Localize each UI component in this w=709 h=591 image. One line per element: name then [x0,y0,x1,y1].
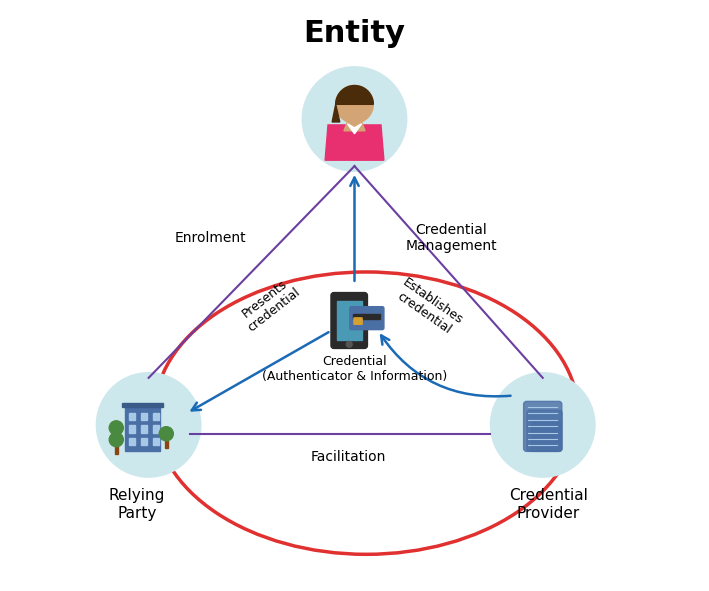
Text: Credential
Management: Credential Management [406,223,498,253]
FancyBboxPatch shape [115,434,118,443]
FancyBboxPatch shape [152,426,159,433]
FancyBboxPatch shape [141,439,147,446]
Text: Presents
credential: Presents credential [236,274,303,335]
FancyBboxPatch shape [129,439,135,446]
Text: Establishes
credential: Establishes credential [391,275,465,339]
FancyBboxPatch shape [524,401,562,452]
Text: Enrolment: Enrolment [174,231,246,245]
Polygon shape [347,124,362,134]
FancyBboxPatch shape [331,293,367,349]
FancyBboxPatch shape [141,413,147,420]
Circle shape [346,342,352,348]
FancyBboxPatch shape [527,410,562,452]
FancyBboxPatch shape [129,426,135,433]
FancyBboxPatch shape [152,413,159,420]
Text: Entity: Entity [303,20,406,48]
Text: Facilitation: Facilitation [311,450,386,465]
Circle shape [490,372,596,478]
FancyBboxPatch shape [532,422,561,452]
Circle shape [96,372,201,478]
FancyBboxPatch shape [354,318,362,324]
Circle shape [109,421,123,435]
FancyArrowPatch shape [381,336,510,397]
Polygon shape [332,105,340,122]
FancyBboxPatch shape [115,446,118,454]
FancyBboxPatch shape [125,407,160,452]
Polygon shape [325,125,384,160]
Text: Credential
(Authenticator & Information): Credential (Authenticator & Information) [262,355,447,383]
FancyBboxPatch shape [152,439,159,446]
FancyBboxPatch shape [353,314,381,319]
FancyBboxPatch shape [164,440,168,449]
FancyBboxPatch shape [141,426,147,433]
Polygon shape [344,122,365,131]
FancyBboxPatch shape [337,301,362,340]
Circle shape [335,86,374,123]
Circle shape [109,433,123,447]
FancyBboxPatch shape [129,413,135,420]
Text: Relying
Party: Relying Party [108,488,165,521]
Polygon shape [335,86,374,105]
Text: Credential
Provider: Credential Provider [509,488,588,521]
Circle shape [160,427,173,441]
Polygon shape [122,402,163,407]
Circle shape [301,66,408,172]
FancyBboxPatch shape [350,307,384,330]
